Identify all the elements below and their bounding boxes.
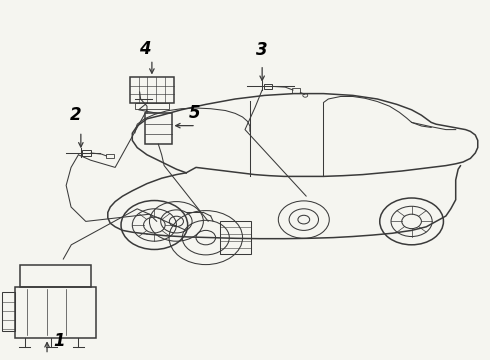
Bar: [106, 154, 114, 158]
Text: 1: 1: [53, 332, 65, 350]
Text: 5: 5: [189, 104, 200, 122]
Bar: [145, 113, 171, 144]
Bar: [82, 150, 91, 156]
Bar: [130, 77, 174, 103]
Bar: [2, 292, 15, 331]
Bar: [220, 221, 251, 254]
Text: 3: 3: [256, 41, 268, 59]
Bar: [135, 103, 169, 109]
Bar: [20, 265, 91, 287]
Bar: [292, 88, 300, 93]
Bar: [264, 84, 272, 89]
Text: 4: 4: [139, 40, 150, 58]
Text: 2: 2: [70, 106, 82, 124]
Bar: [15, 287, 96, 338]
